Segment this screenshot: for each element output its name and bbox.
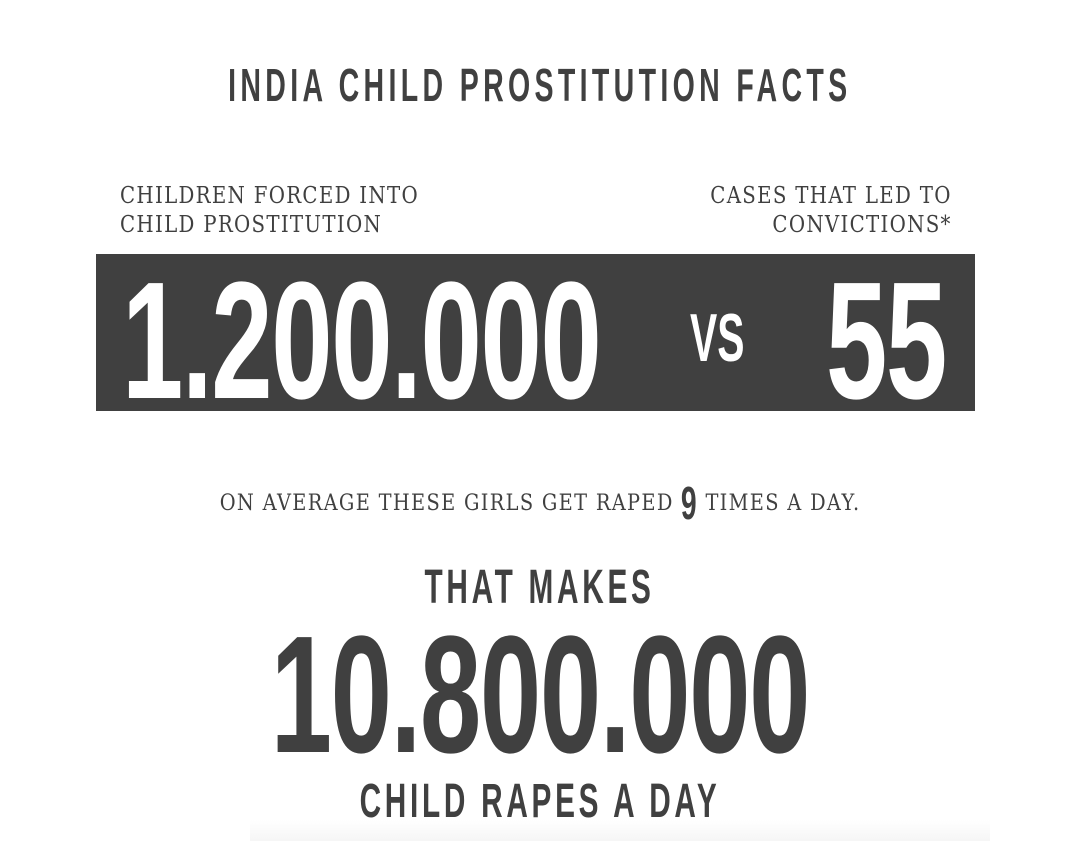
total-value: 10.800.000 [270, 602, 811, 788]
that-makes-heading: THAT MAKES [0, 560, 1080, 615]
that-makes-text: THAT MAKES [424, 561, 656, 614]
convictions-count: 55 [826, 248, 947, 434]
children-forced-label: CHILDREN FORCED INTO CHILD PROSTITUTION [120, 182, 419, 240]
title-text: INDIA CHILD PROSTITUTION FACTS [228, 59, 852, 111]
comparison-banner: 1.200.000 VS 55 [96, 254, 975, 425]
total-rapes-number: 10.800.000 [0, 602, 1080, 788]
label-line: CHILDREN FORCED INTO [120, 183, 420, 209]
child-rapes-caption: CHILD RAPES A DAY [0, 774, 1080, 829]
bottom-fade [250, 820, 990, 841]
caption-text: CHILD RAPES A DAY [359, 775, 721, 828]
label-line: CHILD PROSTITUTION [120, 212, 383, 238]
vs-text: VS [690, 300, 745, 376]
average-text-before: ON AVERAGE THESE GIRLS GET RAPED [219, 491, 674, 516]
average-text-after: TIMES A DAY. [705, 491, 861, 516]
label-line: CASES THAT LED TO [710, 183, 952, 209]
average-statement: ON AVERAGE THESE GIRLS GET RAPED 9 TIMES… [0, 476, 1080, 530]
infographic-title: INDIA CHILD PROSTITUTION FACTS [0, 58, 1080, 112]
children-count: 1.200.000 [122, 248, 602, 434]
convictions-label: CASES THAT LED TO CONVICTIONS* [711, 182, 952, 240]
label-line: CONVICTIONS* [772, 212, 952, 238]
average-number: 9 [681, 477, 698, 529]
